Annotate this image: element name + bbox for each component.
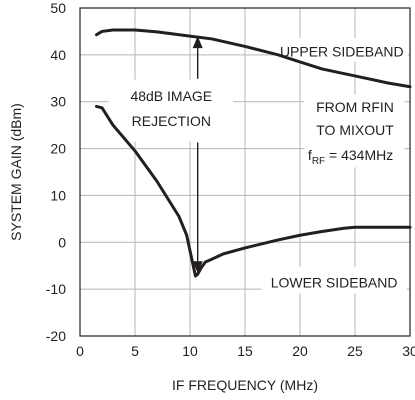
lower-sideband-label: LOWER SIDEBAND bbox=[271, 274, 398, 290]
upper-sideband-label: UPPER SIDEBAND bbox=[280, 44, 404, 60]
upper-sideband-line bbox=[95, 28, 412, 89]
frf-subscript: RF bbox=[312, 156, 325, 167]
y-tick-label: -10 bbox=[46, 281, 66, 297]
rejection-label-line1: 48dB IMAGE bbox=[130, 88, 212, 104]
condition-label-line2: TO MIXOUT bbox=[316, 122, 394, 138]
frf-main: f bbox=[308, 147, 312, 163]
lower-sideband-line bbox=[95, 104, 412, 278]
y-tick-label: 10 bbox=[50, 187, 66, 203]
y-tick-label: 50 bbox=[50, 0, 66, 16]
y-tick-label: 0 bbox=[58, 234, 66, 250]
x-axis-title: IF FREQUENCY (MHz) bbox=[172, 377, 318, 393]
frf-value: = 434MHz bbox=[325, 147, 393, 163]
arrow-head-down bbox=[192, 261, 203, 274]
y-axis-title: SYSTEM GAIN (dBm) bbox=[8, 103, 24, 241]
x-tick-label: 25 bbox=[347, 343, 363, 359]
x-tick-label: 20 bbox=[292, 343, 308, 359]
x-tick-label: 10 bbox=[182, 343, 198, 359]
arrow-head-up bbox=[192, 36, 203, 49]
x-tick-label: 5 bbox=[131, 343, 139, 359]
x-tick-labels: 0 5 10 15 20 25 30 bbox=[76, 343, 415, 359]
x-tick-label: 0 bbox=[76, 343, 84, 359]
upper-label-bg bbox=[275, 37, 408, 62]
frf-label: fRF = 434MHz bbox=[308, 147, 393, 167]
x-tick-label: 30 bbox=[402, 343, 415, 359]
x-tick-label: 15 bbox=[237, 343, 253, 359]
rejection-label-bg bbox=[108, 79, 233, 142]
condition-label-bg bbox=[304, 94, 405, 168]
y-tick-labels: -20 -10 0 10 20 30 40 50 bbox=[46, 0, 66, 344]
plot-frame bbox=[79, 7, 411, 337]
lower-label-bg bbox=[261, 267, 407, 294]
y-tick-label: 40 bbox=[50, 47, 66, 63]
rejection-arrow bbox=[192, 36, 203, 274]
condition-label-line1: FROM RFIN bbox=[316, 99, 394, 115]
annotation-backgrounds bbox=[108, 37, 408, 294]
y-tick-label: 30 bbox=[50, 94, 66, 110]
y-tick-label: -20 bbox=[46, 328, 66, 344]
y-tick-label: 20 bbox=[50, 141, 66, 157]
series-lines bbox=[95, 28, 412, 278]
rejection-label-line2: REJECTION bbox=[132, 113, 211, 129]
